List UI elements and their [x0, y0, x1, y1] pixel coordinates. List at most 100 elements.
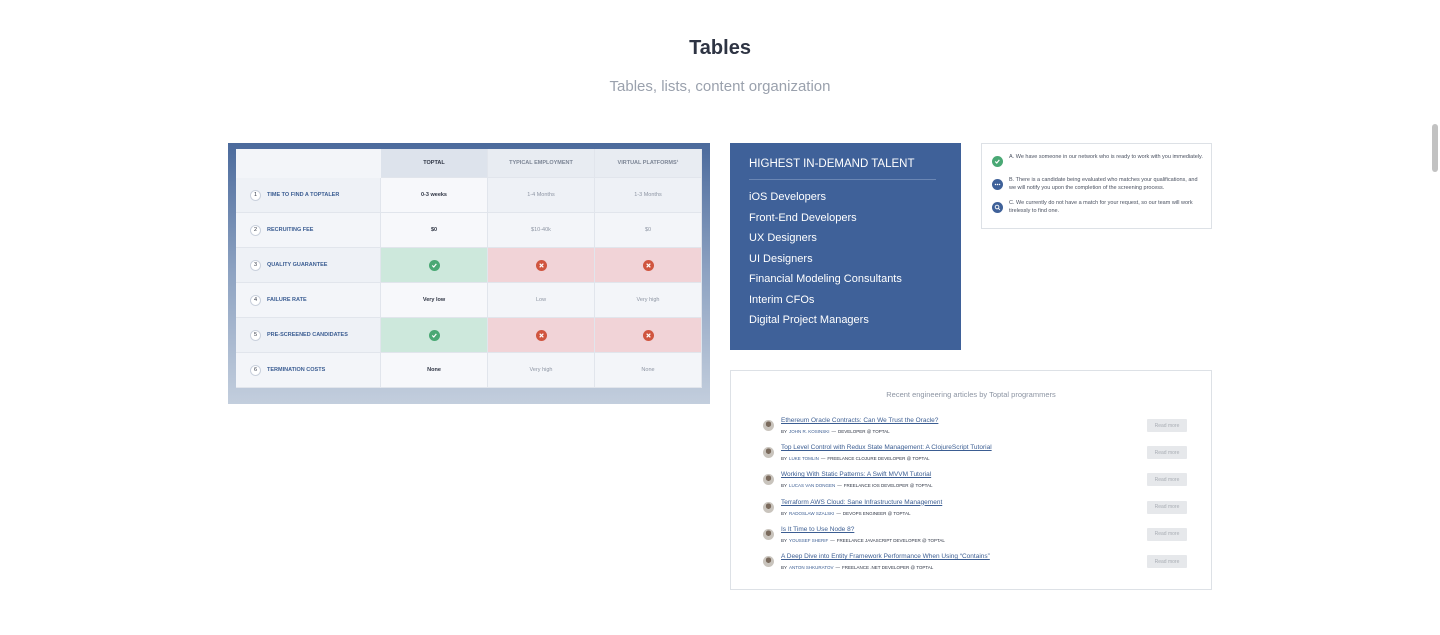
row-number: 2: [250, 224, 261, 236]
by: BY: [781, 429, 788, 434]
article-link[interactable]: Ethereum Oracle Contracts: Can We Trust …: [781, 417, 939, 424]
row-label-text: TERMINATION COSTS: [267, 367, 326, 373]
read-more-button[interactable]: Read more: [1147, 527, 1187, 541]
value-cell: 1-3 Months: [595, 178, 702, 213]
talent-title: HIGHEST IN-DEMAND TALENT: [749, 158, 915, 170]
comparison-table: TOPTAL TYPICAL EMPLOYMENT VIRTUAL PLATFORM…: [236, 149, 702, 388]
check-icon: [428, 259, 440, 271]
scrollbar[interactable]: [1432, 124, 1438, 172]
row-label: 3 QUALITY GUARANTEE: [236, 248, 381, 283]
status-text: C. We currently do not have a match for …: [1009, 200, 1193, 214]
by: BY: [781, 483, 788, 489]
articles-card: Recent engineering articles by Toptal pr…: [730, 370, 1212, 590]
search-icon: [992, 200, 1003, 213]
value-cell: Very high: [488, 353, 595, 388]
read-more-button[interactable]: Read more: [1147, 500, 1187, 514]
author[interactable]: LUKE TOMLIN: [789, 456, 819, 462]
article-link[interactable]: Terraform AWS Cloud: Sane Infrastructure…: [781, 498, 943, 506]
read-more-button[interactable]: Read more: [1147, 419, 1187, 432]
row-number: 6: [250, 364, 261, 376]
avatar: [763, 447, 774, 459]
byline: BY YOUSSEF SHERIF — FREELANCE JAVASCRIPT DE…: [781, 538, 945, 543]
icon-cell: [488, 318, 595, 353]
role: DEVELOPER @ TOPTAL: [838, 429, 890, 434]
talent-item[interactable]: UX Designers: [749, 232, 817, 244]
byline: BY ANTON SHKURATOV — FREELANCE .NET DEVELOP…: [781, 565, 933, 570]
icon-cell: [595, 318, 702, 353]
cross-icon: [535, 329, 547, 341]
articles-heading: Recent engineering articles by Toptal pr…: [886, 390, 1056, 399]
role: FREELANCE JAVASCRIPT DEVELOPER @ TOPTAL: [836, 537, 945, 543]
status-item: B. There is a candidate being evaluated …: [992, 177, 1204, 192]
value-cell: Very low: [381, 283, 488, 318]
talent-item[interactable]: Financial Modeling Consultants: [749, 273, 902, 285]
value-cell: None: [381, 353, 488, 388]
status-card: A. We have someone in our network who is…: [981, 143, 1212, 229]
byline: BY JOHN R. KOSINSKI — DEVELOPER @ TOPTAL: [781, 429, 890, 434]
byline: BY LUKE TOMLIN — FREELANCE CLOJURE DEVELOPE…: [781, 456, 929, 461]
article-link[interactable]: A Deep Dive into Entity Framework Perfor…: [781, 553, 990, 560]
role: DEVOPS ENGINEER @ TOPTAL: [842, 510, 911, 516]
separator: —: [831, 429, 837, 434]
cross-icon: [535, 259, 547, 271]
read-more-button[interactable]: Read more: [1147, 473, 1187, 487]
row-label: 2 RECRUITING FEE: [236, 213, 381, 248]
article-link[interactable]: Is It Time to Use Node 8?: [781, 525, 855, 533]
avatar: [763, 501, 774, 513]
cross-icon: [642, 259, 654, 271]
row-number: 5: [250, 329, 261, 341]
by: BY: [781, 456, 788, 462]
article-link[interactable]: Working With Static Patterns: A Swift MV…: [781, 471, 932, 479]
avatar: [763, 420, 774, 431]
column-header: TOPTAL: [381, 149, 488, 178]
icon-cell: [381, 248, 488, 283]
icon-cell: [488, 248, 595, 283]
author[interactable]: ANTON SHKURATOV: [789, 565, 834, 570]
talent-item[interactable]: Front-End Developers: [749, 211, 857, 224]
author[interactable]: YOUSSEF SHERIF: [789, 537, 829, 543]
by: BY: [781, 537, 788, 543]
row-number: 1: [250, 189, 261, 201]
value-cell: None: [595, 353, 702, 388]
separator: —: [837, 483, 842, 489]
column-header: TYPICAL EMPLOYMENT: [488, 149, 595, 178]
read-more-button[interactable]: Read more: [1147, 446, 1187, 460]
author[interactable]: RADOSLAW SZALSKI: [789, 510, 835, 516]
role: FREELANCE CLOJURE DEVELOPER @ TOPTAL: [827, 456, 930, 462]
status-text: A. We have someone in our network who is…: [1009, 154, 1203, 160]
talent-item[interactable]: Digital Project Managers: [749, 314, 869, 326]
article-link[interactable]: Top Level Control with Redux State Manag…: [781, 444, 992, 452]
value-cell: 1-4 Months: [488, 178, 595, 213]
row-label-text: RECRUITING FEE: [267, 227, 314, 233]
value-cell: 0-3 weeks: [381, 178, 488, 213]
separator: —: [820, 456, 826, 462]
by: BY: [781, 565, 788, 570]
value-cell: Low: [488, 283, 595, 318]
row-label: 6 TERMINATION COSTS: [236, 353, 381, 388]
value-cell: $0: [381, 213, 488, 248]
row-label-text: PRE-SCREENED CANDIDATES: [267, 332, 348, 338]
separator: —: [835, 565, 841, 570]
read-more-button[interactable]: Read more: [1147, 555, 1187, 568]
header-cell: [236, 149, 381, 178]
separator: —: [830, 537, 835, 543]
value-cell: $10-40k: [488, 213, 595, 248]
row-label: 4 FAILURE RATE: [236, 283, 381, 318]
talent-item[interactable]: UI Designers: [749, 252, 813, 265]
separator: —: [836, 510, 841, 516]
comparison-card: TOPTAL TYPICAL EMPLOYMENT VIRTUAL PLATFORM…: [228, 143, 710, 404]
column-header: VIRTUAL PLATFORMS¹: [595, 149, 702, 178]
check-icon: [992, 154, 1003, 167]
row-label: 1 TIME TO FIND A TOPTALER: [236, 178, 381, 213]
icon-cell: [381, 318, 488, 353]
talent-item[interactable]: Interim CFOs: [749, 293, 815, 306]
author[interactable]: JOHN R. KOSINSKI: [789, 429, 830, 434]
role: FREELANCE .NET DEVELOPER @ TOPTAL: [842, 565, 934, 570]
value-cell: $0: [595, 213, 702, 248]
talent-item[interactable]: iOS Developers: [749, 191, 827, 203]
page-title: Tables: [689, 37, 751, 59]
status-item: A. We have someone in our network who is…: [992, 154, 1204, 167]
author[interactable]: LUCAS VAN DONGEN: [789, 483, 836, 489]
icon-cell: [595, 248, 702, 283]
role: FREELANCE IOS DEVELOPER @ TOPTAL: [843, 483, 933, 489]
